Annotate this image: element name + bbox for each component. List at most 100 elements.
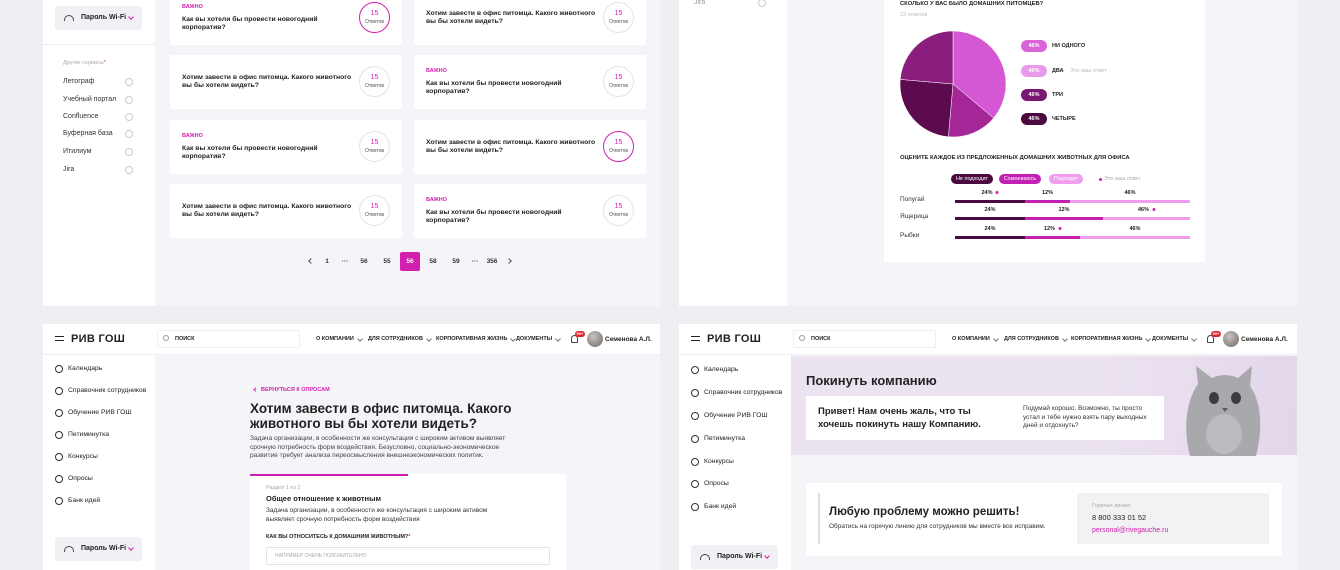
wifi-button[interactable]: Пароль Wi-Fi [691, 545, 778, 569]
sidebar-link[interactable]: Учебный портал [63, 96, 117, 103]
sidebar-link[interactable]: Календарь [68, 365, 103, 372]
survey-card[interactable]: ВАЖНО Как вы хотели бы провести новогодни… [170, 0, 402, 45]
search-box [793, 330, 936, 348]
percent-pill: 46% [1021, 89, 1047, 101]
section-title: Общее отношение к животным [266, 494, 382, 503]
count: 15 [370, 74, 379, 81]
page-link[interactable]: 356 [486, 258, 498, 265]
survey-card[interactable]: Хотим завести в офис питомца. Какого жив… [414, 0, 646, 45]
sidebar-icon [691, 503, 699, 511]
sidebar-icon [55, 365, 63, 373]
text-input[interactable]: НАПРИМЕР ОЧЕНЬ ПОЛОЖИТЕЛЬНО [266, 547, 550, 565]
survey-description: Задача организации, в особенности же кон… [250, 435, 506, 459]
count-label: Ответов [364, 83, 385, 89]
percent-pill: 46% [1021, 65, 1047, 77]
bell-icon[interactable] [571, 335, 578, 343]
sidebar-icon [55, 453, 63, 461]
page-link[interactable]: 55 [383, 258, 391, 265]
rating-bar [955, 236, 1025, 239]
bell-icon[interactable] [1207, 335, 1214, 343]
answers-counter: 15 Ответов [603, 131, 634, 162]
sidebar-link[interactable]: Confluence [63, 113, 99, 120]
avatar[interactable] [1223, 331, 1239, 347]
page-link[interactable]: 56 [400, 252, 420, 271]
back-link[interactable]: ВЕРНУТЬСЯ К ОПРОСАМ [261, 387, 330, 393]
user-name[interactable]: Семенова А.Л. [605, 336, 652, 343]
rating-bar [1025, 217, 1103, 220]
nav-link[interactable]: ДЛЯ СОТРУДНИКОВ [368, 336, 432, 342]
required-mark: * [408, 534, 411, 540]
answers-counter: 15 Ответов [359, 195, 390, 226]
pie-slice [948, 83, 994, 138]
sidebar-link[interactable]: Летограф [63, 78, 95, 85]
tag: ВАЖНО [426, 196, 447, 203]
survey-card[interactable]: ВАЖНО Как вы хотели бы провести новогодни… [170, 120, 402, 174]
sidebar-link[interactable]: Буферная база [63, 130, 113, 137]
user-name[interactable]: Семенова А.Л. [1241, 336, 1288, 343]
survey-card[interactable]: Хотим завести в офис питомца. Какого жив… [170, 184, 402, 238]
bar-percent: 24% [981, 190, 999, 196]
sidebar-link[interactable]: Обучение РИВ ГОШ [704, 412, 768, 419]
sidebar-link[interactable]: Jira [63, 166, 75, 173]
hotline-email[interactable]: personal@rivegauche.ru [1092, 527, 1169, 534]
card-text: ВАЖНО Как вы хотели бы провести новогодни… [426, 55, 596, 109]
page-link[interactable]: ··· [471, 258, 479, 265]
sidebar-icon [691, 480, 699, 488]
avatar[interactable] [587, 331, 603, 347]
menu-icon[interactable] [55, 336, 64, 341]
page-link[interactable]: 1 [325, 258, 329, 265]
sidebar-link[interactable]: Конкурсы [68, 453, 98, 460]
page-link[interactable]: ··· [341, 258, 349, 265]
survey-card[interactable]: Хотим завести в офис питомца. Какого жив… [414, 120, 646, 174]
sidebar-link[interactable]: Опросы [704, 480, 729, 487]
selected-dot [995, 191, 999, 195]
poll-question: СКОЛЬКО У ВАС БЫЛО ДОМАШНИХ ПИТОМЦЕВ? [900, 1, 1044, 7]
sidebar-link[interactable]: Календарь [704, 366, 739, 373]
nav-link[interactable]: ДЛЯ СОТРУДНИКОВ [1004, 336, 1068, 342]
page-link[interactable]: 56 [360, 258, 368, 265]
wifi-button[interactable]: Пароль Wi-Fi [55, 6, 142, 30]
hotline-phone[interactable]: 8 800 333 01 52 [1092, 513, 1147, 522]
nav-link[interactable]: КОРПОРАТИВНАЯ ЖИЗНЬ [436, 336, 516, 342]
survey-card[interactable]: ВАЖНО Как вы хотели бы провести новогодни… [414, 184, 646, 238]
sidebar-link[interactable]: Банк идей [704, 503, 737, 510]
nav-link[interactable]: О КОМПАНИИ [952, 336, 999, 342]
legend-pill: Сомневаюсь [999, 174, 1041, 184]
accent-bar [818, 493, 820, 544]
count-label: Ответов [608, 83, 629, 89]
selected-dot [1058, 227, 1062, 231]
sidebar-link[interactable]: Банк идей [68, 497, 101, 504]
field-label: КАК ВЫ ОТНОСИТЕСЬ К ДОМАШНИМ ЖИВОТНЫМ?* [266, 534, 411, 540]
sidebar-link[interactable]: Опросы [68, 475, 93, 482]
sidebar-link[interactable]: Петиминутка [68, 431, 109, 438]
banner-title: Покинуть компанию [806, 373, 937, 388]
rating-bar [955, 217, 1025, 220]
nav-link[interactable]: ДОКУМЕНТЫ [1152, 336, 1197, 342]
sidebar-link[interactable]: Справочник сотрудников [68, 387, 147, 394]
logo[interactable]: РИВ ГОШ [707, 333, 762, 345]
page-link[interactable]: 58 [429, 258, 437, 265]
survey-card[interactable]: ВАЖНО Как вы хотели бы провести новогодни… [414, 55, 646, 109]
help-icon [125, 130, 133, 138]
nav-link[interactable]: ДОКУМЕНТЫ [516, 336, 561, 342]
sidebar-link[interactable]: Справочник сотрудников [704, 389, 783, 396]
pie-chart [899, 30, 1007, 138]
sidebar-link[interactable]: Обучение РИВ ГОШ [68, 409, 132, 416]
logo[interactable]: РИВ ГОШ [71, 333, 126, 345]
menu-icon[interactable] [691, 336, 700, 341]
progress [250, 474, 408, 476]
question: Хотим завести в офис питомца. Какого жив… [182, 202, 352, 219]
nav-link[interactable]: О КОМПАНИИ [316, 336, 363, 342]
count: 15 [370, 10, 379, 17]
page-link[interactable]: 59 [452, 258, 460, 265]
survey-card[interactable]: Хотим завести в офис питомца. Какого жив… [170, 55, 402, 109]
sidebar-link[interactable]: Jira [694, 0, 706, 6]
help-title: Любую проблему можно решить! [829, 506, 1020, 518]
sidebar-link[interactable]: Итилиум [63, 148, 92, 155]
count-label: Ответов [608, 148, 629, 154]
wifi-button[interactable]: Пароль Wi-Fi [55, 537, 142, 561]
nav-link[interactable]: КОРПОРАТИВНАЯ ЖИЗНЬ [1071, 336, 1151, 342]
sidebar-link[interactable]: Конкурсы [704, 458, 734, 465]
sidebar-link[interactable]: Петиминутка [704, 435, 745, 442]
